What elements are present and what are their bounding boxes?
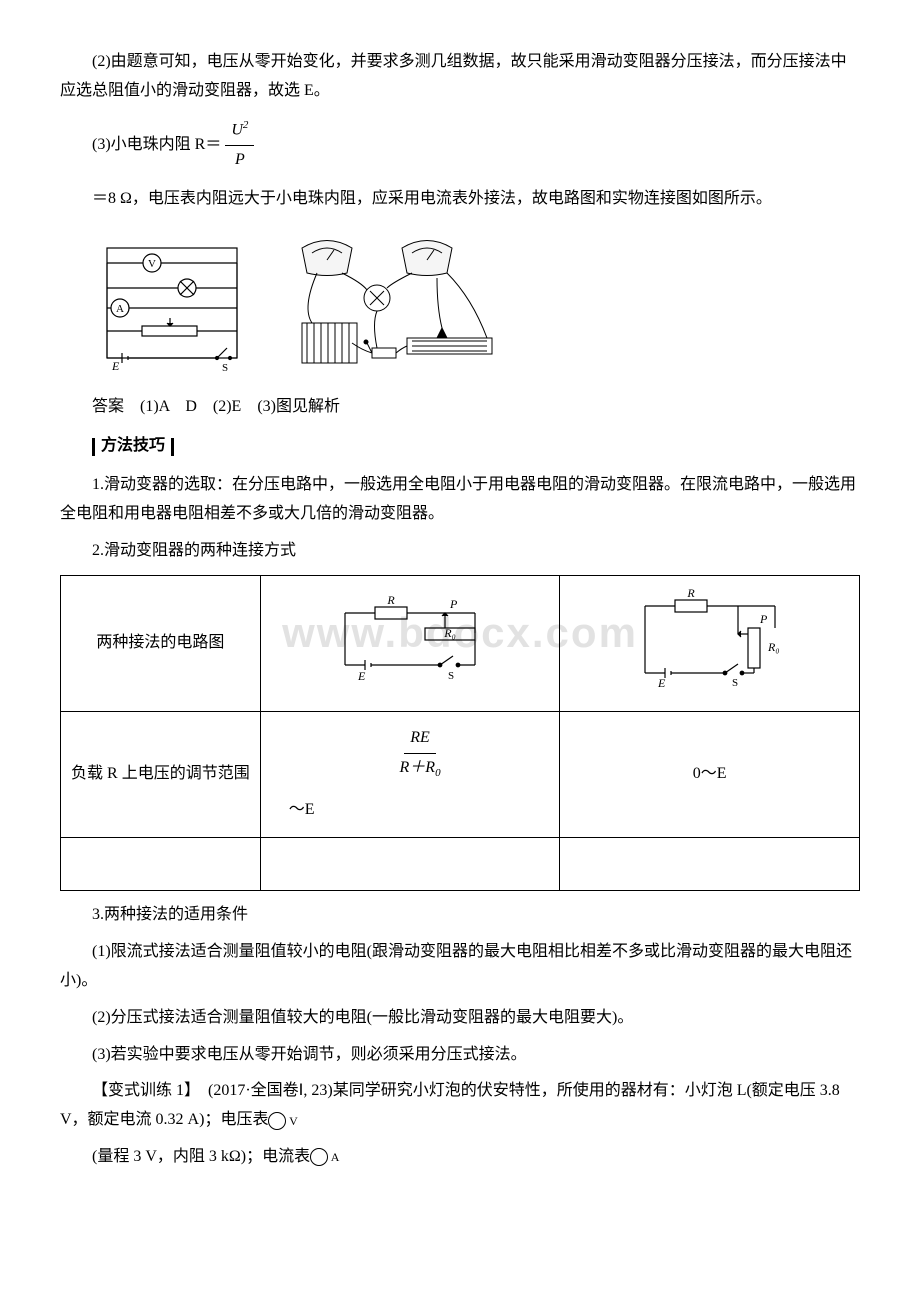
paragraph-3-formula: (3)小电珠内阻 R＝ U2 P (60, 116, 860, 175)
frac-den: R＋R (400, 759, 436, 776)
frac-num: RE (404, 724, 436, 754)
table-row: 负载 R 上电压的调节范围 RE R＋R0 ～E 0～E (61, 712, 860, 838)
exercise-text-a: 【变式训练 1】 (2017·全国卷Ⅰ, 23)某同学研究小灯泡的伏安特性，所使… (60, 1082, 840, 1128)
ammeter-icon: A (310, 1148, 328, 1166)
title-bar-icon (171, 438, 174, 456)
svg-text:V: V (148, 258, 156, 270)
frac-sup: 2 (243, 119, 249, 131)
cell-empty (560, 837, 860, 891)
paragraph-cond3: (3)若实验中要求电压从零开始调节，则必须采用分压式接法。 (60, 1041, 860, 1070)
svg-text:R₀: R₀ (767, 640, 780, 654)
divider-circuit-icon: R P R₀ E S (620, 588, 800, 688)
diagram-row: V A S E (92, 228, 860, 378)
voltmeter-icon: V (268, 1112, 286, 1130)
svg-text:E: E (657, 676, 666, 688)
svg-text:S: S (732, 677, 738, 688)
fraction-u2-p: U2 P (225, 116, 254, 175)
answer-line: 答案 (1)A D (2)E (3)图见解析 (60, 393, 860, 422)
paragraph-cond1: (1)限流式接法适合测量阻值较小的电阻(跟滑动变阻器的最大电阻相比相差不多或比滑… (60, 938, 860, 996)
paragraph-tip1: 1.滑动变器的选取：在分压电路中，一般选用全电阻小于用电器电阻的滑动变阻器。在限… (60, 471, 860, 529)
svg-text:R: R (686, 588, 695, 600)
svg-text:P: P (759, 612, 768, 626)
svg-text:E: E (357, 669, 366, 683)
cell-r1c1: R P R₀ E S (260, 576, 560, 712)
frac-num: U (231, 121, 243, 138)
exercise-text-b: (量程 3 V，内阻 3 kΩ)；电流表 (92, 1148, 310, 1165)
title-bar-icon (92, 438, 95, 456)
cell-r2-label: 负载 R 上电压的调节范围 (61, 712, 261, 838)
exercise-paragraph: 【变式训练 1】 (2017·全国卷Ⅰ, 23)某同学研究小灯泡的伏安特性，所使… (60, 1077, 860, 1135)
paragraph-4: ＝8 Ω，电压表内阻远大于小电珠内阻，应采用电流表外接法，故电路图和实物连接图如… (60, 185, 860, 214)
table-row: 两种接法的电路图 R P R₀ E (61, 576, 860, 712)
svg-text:S: S (222, 362, 228, 373)
limiting-circuit-icon: R P R₀ E S (320, 593, 500, 683)
svg-text:A: A (116, 303, 124, 315)
cell-empty (61, 837, 261, 891)
method-label: 方法技巧 (101, 432, 165, 461)
frac-den: P (229, 146, 251, 175)
formula-prefix: (3)小电珠内阻 R＝ (92, 131, 221, 160)
frac-sub: 0 (435, 767, 441, 779)
circuit-diagram-icon: V A S E (92, 233, 252, 373)
paragraph-tip2: 2.滑动变阻器的两种连接方式 (60, 537, 860, 566)
svg-text:S: S (448, 670, 454, 682)
comparison-table: 两种接法的电路图 R P R₀ E (60, 575, 860, 891)
page-content: (2)由题意可知，电压从零开始变化，并要求多测几组数据，故只能采用滑动变阻器分压… (60, 48, 860, 1172)
exercise-paragraph-2: (量程 3 V，内阻 3 kΩ)；电流表A (60, 1143, 860, 1172)
table-row (61, 837, 860, 891)
paragraph-2: (2)由题意可知，电压从零开始变化，并要求多测几组数据，故只能采用滑动变阻器分压… (60, 48, 860, 106)
cell-r2c2: 0～E (560, 712, 860, 838)
paragraph-cond2: (2)分压式接法适合测量阻值较大的电阻(一般比滑动变阻器的最大电阻要大)。 (60, 1004, 860, 1033)
paragraph-cond-title: 3.两种接法的适用条件 (60, 901, 860, 930)
svg-text:R: R (386, 593, 395, 607)
wiring-diagram-icon (272, 228, 512, 378)
cell-r2c1: RE R＋R0 ～E (260, 712, 560, 838)
cell-r1c2: R P R₀ E S (560, 576, 860, 712)
svg-text:P: P (449, 597, 458, 611)
range-suffix: ～E (289, 796, 315, 825)
method-title: 方法技巧 (92, 432, 860, 461)
range-fraction: RE R＋R0 (394, 724, 447, 784)
svg-text:E: E (111, 359, 120, 373)
cell-empty (260, 837, 560, 891)
cell-r1-label: 两种接法的电路图 (61, 576, 261, 712)
svg-text:R₀: R₀ (443, 626, 456, 640)
